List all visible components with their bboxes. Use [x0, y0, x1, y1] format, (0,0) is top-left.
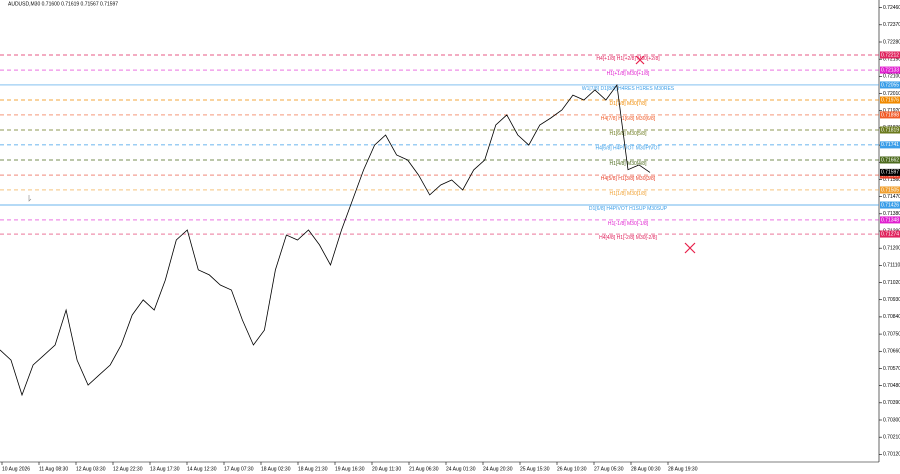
y-tick-label: 0.72370 — [883, 22, 900, 28]
y-tick-label: 0.71920 — [883, 108, 900, 114]
y-tick-label: 0.71470 — [883, 194, 900, 200]
y-tick-label: 0.71380 — [883, 211, 900, 217]
price-tag — [880, 66, 900, 74]
x-tick-label: 20 Aug 11:30 — [372, 466, 401, 472]
x-tick-label: 24 Aug 01:30 — [446, 466, 476, 472]
price-tag-label: 0.71662 — [881, 157, 899, 163]
level-label: H4[5/8] H1[3/8] M30[3/8] — [601, 176, 656, 182]
x-tick-label: 17 Aug 07:30 — [224, 466, 254, 472]
x-tick-label: 14 Aug 12:30 — [187, 466, 217, 472]
x-tick-label: 19 Aug 16:30 — [335, 466, 365, 472]
level-label: H4[6/8] H4PIVOT M30PIVOT — [596, 146, 661, 152]
current-price-tag — [880, 168, 900, 176]
price-tag — [880, 230, 900, 238]
level-label: H1[6/8] M30[5/8] — [610, 131, 648, 137]
price-tag-label: 0.71898 — [881, 112, 899, 118]
price-tag — [880, 96, 900, 104]
price-tag-label: 0.71348 — [881, 217, 899, 223]
x-tick-label: 12 Aug 03:30 — [76, 466, 106, 472]
price-tag-label: 0.71976 — [881, 97, 899, 103]
price-tag — [880, 216, 900, 224]
cross-marker — [635, 55, 696, 254]
price-tag — [880, 186, 900, 194]
price-tag-label: 0.71426 — [881, 202, 899, 208]
price-tag-label: 0.72055 — [881, 82, 899, 88]
x-tick-label: 28 Aug 19:30 — [668, 466, 698, 472]
y-tick-label: 0.72190 — [883, 57, 900, 63]
x-tick-label: 13 Aug 17:30 — [150, 466, 180, 472]
price-tag-label: 0.72133 — [881, 67, 899, 73]
x-tick-label: 24 Aug 20:30 — [483, 466, 513, 472]
x-tick-label: 12 Aug 22:30 — [113, 466, 143, 472]
price-tag — [880, 156, 900, 164]
level-label: H1[4/8] M30[4/8] — [610, 161, 648, 167]
y-tick-label: 0.70750 — [883, 331, 900, 337]
y-tick-label: 0.70840 — [883, 314, 900, 320]
price-tag-label: 0.71505 — [881, 187, 899, 193]
price-tag — [880, 201, 900, 209]
y-tick-label: 0.70570 — [883, 366, 900, 372]
level-label: H4[+1/8] H1[+2/8] M30[+2/8] — [596, 56, 660, 62]
y-tick-label: 0.72010 — [883, 91, 900, 97]
y-tick-label: 0.70300 — [883, 417, 900, 423]
current-price-label: 0.71597 — [881, 170, 899, 176]
level-label: H1[1/8] M30[1/8] — [610, 191, 648, 197]
level-label: H1[-1/8] M30[-1/8] — [608, 221, 649, 227]
level-label: H1[+1/8] M30[+1/8] — [607, 71, 650, 77]
x-tick-label: 10 Aug 2026 — [2, 466, 30, 472]
chart-title: AUDUSD,M30 0.71600 0.71619 0.71567 0.715… — [8, 1, 118, 7]
y-tick-label: 0.71110 — [883, 263, 900, 269]
price-tag-label: 0.71819 — [881, 127, 899, 133]
y-tick-label: 0.71200 — [883, 246, 900, 252]
x-tick-label: 18 Aug 21:30 — [298, 466, 328, 472]
y-tick-label: 0.72100 — [883, 74, 900, 80]
y-tick-label: 0.70120 — [883, 452, 900, 458]
level-label: D1[7/8] M30[7/8] — [610, 101, 648, 107]
price-tag — [880, 81, 900, 89]
price-tag — [880, 126, 900, 134]
price-tag-label: 0.71274 — [881, 231, 899, 237]
x-tick-label: 11 Aug 08:30 — [39, 466, 68, 472]
y-tick-label: 0.72280 — [883, 39, 900, 45]
y-tick-label: 0.71020 — [883, 280, 900, 286]
y-tick-label: 0.70660 — [883, 349, 900, 355]
y-tick-label: 0.72460 — [883, 5, 900, 11]
y-tick-label: 0.70390 — [883, 400, 900, 406]
price-tag — [880, 141, 900, 149]
x-tick-label: 27 Aug 05:30 — [594, 466, 624, 472]
price-tag-label: 0.71741 — [881, 142, 899, 148]
price-line — [0, 83, 651, 397]
x-tick-label: 21 Aug 06:30 — [409, 466, 439, 472]
x-tick-label: 26 Aug 10:30 — [557, 466, 587, 472]
y-tick-label: 0.70210 — [883, 435, 900, 441]
x-tick-label: 28 Aug 00:30 — [631, 466, 661, 472]
price-tag — [880, 111, 900, 119]
price-tag — [880, 51, 900, 59]
y-tick-label: 0.71560 — [883, 177, 900, 183]
level-label: D1[6/8] H4PIVOT H1SUP M30SUP — [589, 206, 668, 212]
level-label: W1[7/8] D1[8/8] H4RES H1RES M30RES — [582, 86, 675, 92]
y-tick-label: 0.70480 — [883, 383, 900, 389]
cursor — [28, 195, 32, 202]
level-label: H4[7/8] H1[6/8] M30[6/8] — [601, 116, 656, 122]
x-tick-label: 25 Aug 15:30 — [520, 466, 550, 472]
price-tag-label: 0.72212 — [881, 52, 899, 58]
level-label: H4[4/8] H1[-2/8] M30[-2/8] — [599, 235, 657, 241]
y-tick-label: 0.70930 — [883, 297, 900, 303]
x-tick-label: 18 Aug 02:30 — [261, 466, 291, 472]
